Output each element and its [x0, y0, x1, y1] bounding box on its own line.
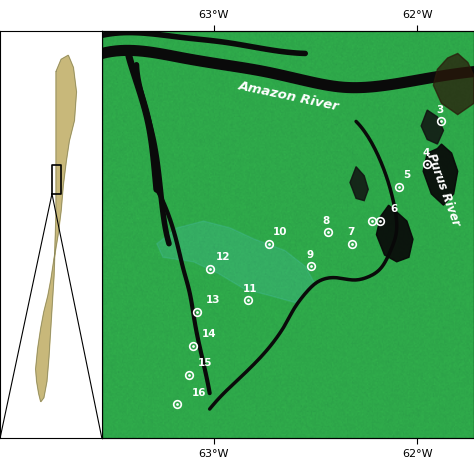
Text: Purus River: Purus River — [424, 151, 463, 228]
Text: 8: 8 — [322, 216, 330, 226]
Polygon shape — [423, 144, 458, 205]
Text: 4: 4 — [422, 147, 429, 158]
Polygon shape — [157, 221, 315, 302]
Text: 5: 5 — [403, 170, 410, 180]
Text: 11: 11 — [243, 283, 258, 293]
Text: 3: 3 — [437, 105, 444, 115]
Text: 6: 6 — [391, 204, 398, 214]
Text: 9: 9 — [306, 249, 313, 260]
Text: 7: 7 — [347, 227, 354, 237]
Text: 13: 13 — [206, 295, 220, 305]
Polygon shape — [421, 110, 444, 144]
Text: 14: 14 — [201, 329, 216, 339]
Polygon shape — [376, 205, 413, 262]
Polygon shape — [433, 54, 474, 115]
Text: 12: 12 — [216, 252, 230, 262]
Text: 15: 15 — [198, 358, 212, 368]
Text: 16: 16 — [191, 388, 206, 398]
Polygon shape — [350, 167, 368, 201]
Text: Amazon River: Amazon River — [237, 80, 341, 114]
Text: 10: 10 — [273, 227, 287, 237]
Polygon shape — [36, 55, 76, 402]
